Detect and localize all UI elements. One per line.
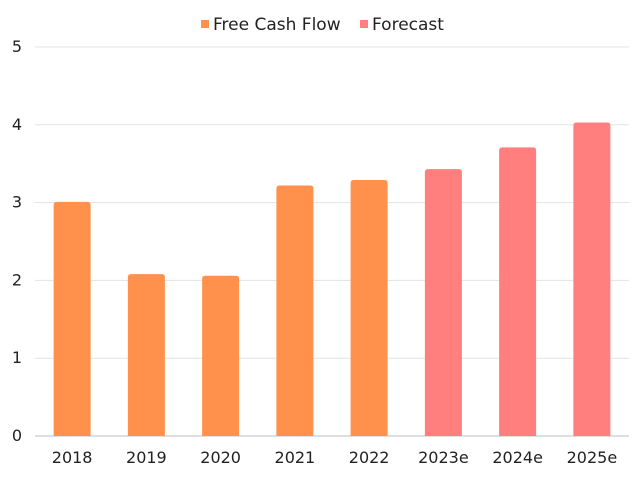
x-tick-label: 2021 [275, 448, 316, 467]
y-tick-label: 0 [12, 426, 22, 445]
gridlines [35, 46, 629, 437]
legend-swatch [201, 20, 209, 28]
x-tick-label: 2023e [418, 448, 469, 467]
bars [53, 122, 611, 436]
x-tick-label: 2025e [567, 448, 618, 467]
bar-2023e [424, 169, 462, 436]
bar-2019 [127, 274, 165, 436]
x-axis-tick-labels: 2018 2019 2020 2021 2022 2023e 2024e 2025e [52, 448, 617, 467]
bar-2024e [499, 147, 537, 436]
x-tick-label: 2019 [126, 448, 167, 467]
legend-label: Forecast [372, 15, 444, 35]
x-tick-label: 2020 [200, 448, 241, 467]
legend-label: Free Cash Flow [213, 15, 341, 35]
bar-2025e [573, 122, 611, 436]
bar-2018 [53, 201, 91, 436]
x-tick-label: 2024e [492, 448, 543, 467]
y-tick-label: 3 [12, 193, 22, 212]
bar-2022 [350, 180, 388, 436]
y-tick-label: 5 [12, 37, 22, 56]
x-tick-label: 2022 [349, 448, 390, 467]
y-tick-label: 4 [12, 115, 22, 134]
bar-2021 [276, 185, 314, 436]
x-tick-label: 2018 [52, 448, 93, 467]
y-tick-label: 2 [12, 270, 22, 289]
legend-swatch [360, 20, 368, 28]
y-axis-tick-labels: 0 1 2 3 4 5 [12, 37, 22, 445]
legend: Free Cash Flow Forecast [201, 15, 444, 35]
bar-2020 [202, 275, 240, 436]
y-tick-label: 1 [12, 348, 22, 367]
